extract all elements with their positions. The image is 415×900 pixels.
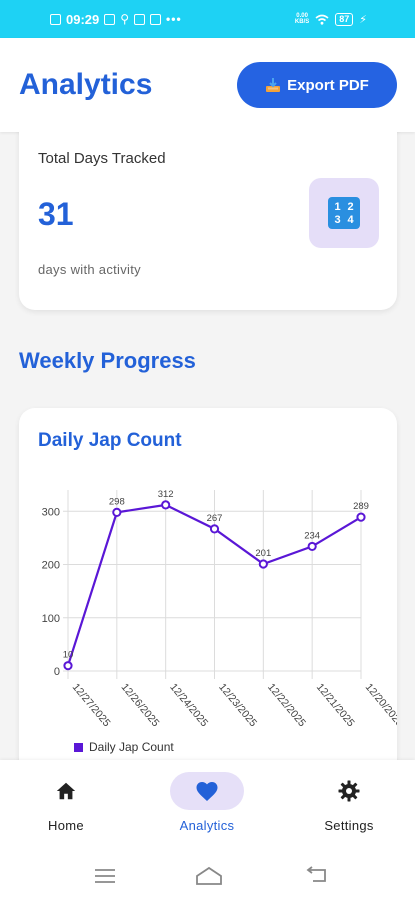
data-point xyxy=(307,541,317,552)
input-numbers-icon: 1 2 3 4 xyxy=(328,197,360,229)
stat-label: Total Days Tracked xyxy=(38,150,166,167)
x-tick-label: 12/24/2025 xyxy=(167,681,210,729)
section-title: Weekly Progress xyxy=(19,348,196,373)
more-notifications-icon: ••• xyxy=(166,12,182,26)
x-tick-label: 12/20/2025 xyxy=(363,681,397,729)
chart-card: Daily Jap Count 0 100 200 300 12/27/2025 12/2… xyxy=(19,408,397,760)
nav-label-settings: Settings xyxy=(324,818,374,833)
status-bar: 09:29 ⚲ ••• 0.00 KB/S 87 ⚡ xyxy=(0,0,415,38)
mail-icon xyxy=(134,13,146,25)
icon-digit-3: 3 xyxy=(334,213,341,226)
network-speed-value: 0.00 xyxy=(296,13,308,19)
status-time: 09:29 xyxy=(66,11,100,27)
nav-label-analytics: Analytics xyxy=(179,818,235,833)
back-icon[interactable] xyxy=(305,866,329,884)
export-pdf-label: Export PDF xyxy=(287,76,369,94)
status-left: 09:29 ⚲ ••• xyxy=(50,12,182,27)
x-tick-label: 12/21/2025 xyxy=(314,681,357,729)
line-chart: 0 100 200 300 12/27/2025 12/26/2025 12/24/2025… xyxy=(42,489,397,729)
nav-item-settings[interactable]: Settings xyxy=(299,772,399,842)
data-point xyxy=(112,507,122,517)
data-label: 289 xyxy=(353,501,369,512)
network-speed: 0.00 KB/S xyxy=(295,13,309,25)
charging-icon: ⚡ xyxy=(359,13,367,26)
x-tick-label: 12/23/2025 xyxy=(216,681,259,729)
chart-title: Daily Jap Count xyxy=(38,430,182,451)
home-icon xyxy=(56,782,76,800)
wifi-icon xyxy=(315,14,329,25)
home-button-icon[interactable] xyxy=(195,866,223,886)
data-label: 10 xyxy=(63,650,74,661)
legend-label: Daily Jap Count xyxy=(89,740,174,754)
icon-digit-4: 4 xyxy=(347,213,354,226)
nav-pill-home xyxy=(29,772,103,810)
data-point xyxy=(63,661,73,671)
export-pdf-button[interactable]: Export PDF xyxy=(237,62,397,108)
y-tick-label: 100 xyxy=(42,613,60,625)
gear-icon xyxy=(338,780,360,802)
x-tick-label: 12/26/2025 xyxy=(119,681,162,729)
status-right: 0.00 KB/S 87 ⚡ xyxy=(295,12,367,26)
x-tick-label: 12/27/2025 xyxy=(70,681,113,729)
usb-icon: ⚲ xyxy=(120,12,130,26)
legend-swatch xyxy=(74,742,83,752)
stat-subtitle: days with activity xyxy=(38,262,141,277)
data-label: 234 xyxy=(304,530,320,541)
x-tick-label: 12/22/2025 xyxy=(265,681,308,729)
system-nav-bar xyxy=(0,846,415,900)
heart-icon xyxy=(196,782,218,801)
y-tick-label: 0 xyxy=(54,666,60,678)
icon-digit-2: 2 xyxy=(347,200,354,213)
data-point xyxy=(209,524,220,534)
total-days-card: Total Days Tracked 31 days with activity… xyxy=(19,132,397,310)
sim-card-icon xyxy=(50,13,61,25)
data-point xyxy=(161,500,171,510)
stat-value: 31 xyxy=(38,196,74,232)
stat-icon-container: 1 2 3 4 xyxy=(309,178,379,248)
data-point xyxy=(258,559,268,569)
nav-pill-settings xyxy=(312,772,386,810)
battery-icon: 87 xyxy=(335,12,354,26)
content-scroll[interactable]: Total Days Tracked 31 days with activity… xyxy=(0,132,415,760)
menu-icon[interactable] xyxy=(94,868,116,884)
data-label: 201 xyxy=(255,548,271,559)
nav-label-home: Home xyxy=(48,818,84,833)
app-header: Analytics Export PDF xyxy=(0,38,415,132)
nav-item-home[interactable]: Home xyxy=(16,772,116,842)
nav-item-analytics[interactable]: Analytics xyxy=(157,772,257,842)
page-title: Analytics xyxy=(19,68,153,101)
network-speed-unit: KB/S xyxy=(294,19,310,25)
data-label: 267 xyxy=(207,513,223,524)
y-tick-label: 300 xyxy=(42,506,60,518)
y-tick-label: 200 xyxy=(42,560,60,572)
app-notification-icon xyxy=(104,13,116,25)
nav-pill-analytics xyxy=(170,772,244,810)
bottom-nav: Home Analytics xyxy=(0,760,415,846)
data-point xyxy=(356,512,366,522)
data-label: 312 xyxy=(158,489,174,500)
chart-legend: Daily Jap Count xyxy=(74,740,174,754)
app-notification-icon-2 xyxy=(150,13,162,25)
icon-digit-1: 1 xyxy=(334,200,341,213)
data-label: 298 xyxy=(109,496,125,507)
download-tray-icon xyxy=(265,77,281,93)
